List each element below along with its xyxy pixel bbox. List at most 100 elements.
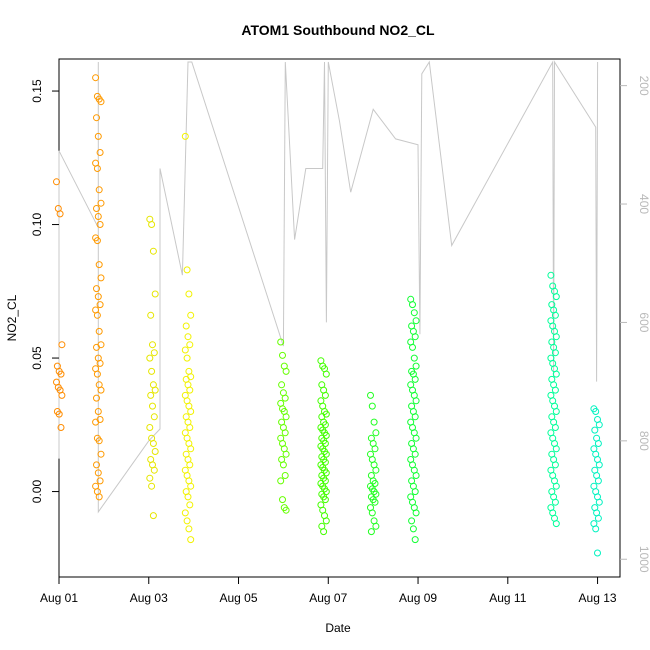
data-point: [58, 391, 66, 399]
data-point: [321, 391, 329, 399]
data-point: [148, 221, 156, 228]
data-point: [97, 450, 105, 458]
data-point: [96, 221, 104, 228]
data-point: [184, 333, 192, 341]
data-point: [57, 370, 65, 378]
data-point: [547, 271, 555, 279]
data-point: [185, 525, 193, 533]
data-point: [96, 477, 104, 485]
data-point: [552, 520, 560, 528]
y-right-tick-label: 1000: [637, 546, 650, 573]
data-point: [281, 394, 289, 402]
data-point: [411, 450, 419, 458]
data-point: [411, 536, 419, 544]
data-point: [409, 343, 416, 351]
altitude-line: [58, 60, 599, 514]
y-tick-label: 0.15: [30, 79, 44, 103]
data-point: [57, 424, 65, 431]
data-point: [187, 536, 195, 544]
x-tick-label: Aug 01: [40, 591, 78, 605]
data-point: [279, 496, 286, 504]
data-point: [97, 341, 105, 349]
data-point: [594, 440, 602, 447]
data-point: [411, 488, 419, 496]
data-point: [93, 114, 100, 122]
data-point: [95, 186, 103, 194]
data-point: [183, 266, 191, 274]
data-point: [279, 351, 286, 359]
data-point: [93, 165, 101, 172]
x-tick-label: Aug 13: [579, 591, 617, 605]
data-point: [95, 437, 103, 445]
data-point: [282, 450, 290, 458]
data-point: [183, 354, 191, 362]
data-point: [94, 469, 102, 477]
data-point: [595, 421, 603, 429]
data-point: [96, 149, 104, 156]
data-point: [92, 418, 100, 426]
data-point: [187, 482, 195, 490]
altitude-lines: [58, 60, 599, 514]
data-point: [149, 247, 157, 255]
data-point: [592, 408, 600, 415]
data-point: [94, 293, 102, 301]
data-point: [56, 210, 64, 218]
data-point: [94, 408, 102, 415]
data-point: [552, 333, 560, 341]
data-point: [97, 199, 105, 207]
data-point: [94, 132, 102, 140]
data-point: [551, 424, 559, 431]
data-point: [58, 341, 66, 349]
y-tick-label: 0.05: [30, 346, 44, 370]
data-point: [93, 237, 101, 245]
data-point: [146, 424, 154, 431]
data-point: [93, 205, 100, 212]
y-right-tick-label: 400: [637, 194, 650, 214]
data-point: [149, 440, 157, 447]
data-point: [93, 311, 101, 319]
data-point: [95, 327, 103, 335]
data-point: [277, 338, 285, 346]
data-point: [278, 381, 286, 389]
data-point: [594, 477, 602, 485]
data-point: [322, 370, 330, 378]
data-point: [281, 472, 289, 479]
data-point: [594, 549, 601, 557]
data-point: [372, 466, 380, 474]
data-point: [186, 386, 194, 394]
data-point: [149, 512, 157, 520]
data-point: [412, 509, 420, 517]
data-point: [93, 394, 100, 402]
data-point: [185, 290, 193, 298]
data-point: [552, 482, 560, 490]
data-point: [151, 386, 159, 394]
y-axis-right: 200 400 600 800 1000: [620, 76, 650, 573]
data-point: [282, 367, 290, 375]
data-point: [412, 472, 420, 479]
data-point: [186, 501, 194, 509]
data-point: [181, 509, 189, 517]
data-point: [412, 397, 420, 405]
data-point: [282, 506, 290, 514]
data-point: [97, 386, 105, 394]
data-point: [282, 413, 290, 421]
data-point: [411, 375, 419, 383]
data-point: [147, 391, 155, 399]
x-axis: Aug 01 Aug 03 Aug 05 Aug 07 Aug 09 Aug 11 Aug …: [40, 577, 617, 605]
data-point: [552, 293, 560, 301]
data-point: [93, 285, 100, 293]
data-point: [186, 461, 194, 469]
y-axis-label: NO2_CL: [5, 294, 19, 341]
data-point: [411, 413, 419, 421]
x-tick-label: Aug 07: [309, 591, 347, 605]
data-point: [372, 522, 380, 530]
data-point: [591, 426, 599, 434]
data-point: [411, 333, 419, 341]
data-point: [92, 74, 100, 82]
data-point: [552, 370, 560, 378]
data-point: [371, 445, 379, 453]
data-point: [595, 498, 603, 506]
plot-frame: [58, 58, 621, 578]
data-point: [409, 301, 416, 309]
data-point: [551, 498, 559, 506]
